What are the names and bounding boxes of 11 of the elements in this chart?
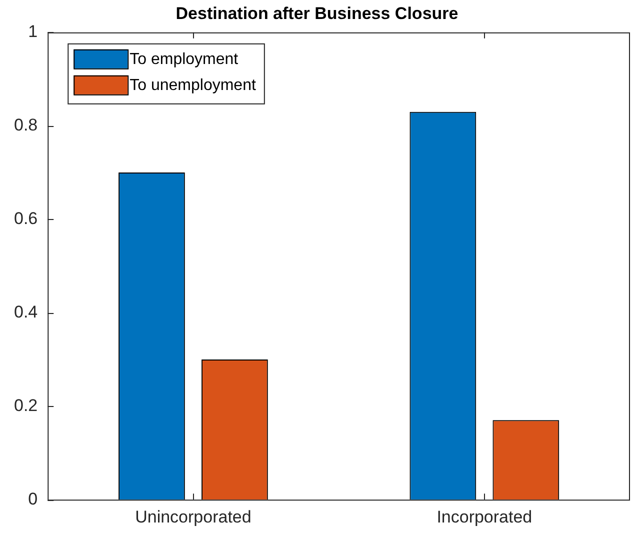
legend-label: To unemployment <box>130 76 256 94</box>
legend-label: To employment <box>130 50 239 68</box>
y-tick-label: 0.6 <box>14 208 38 228</box>
y-tick-label: 0.4 <box>14 302 38 322</box>
y-tick-label: 1 <box>28 22 38 42</box>
x-tick-label: Incorporated <box>436 507 532 526</box>
x-tick-label: Unincorporated <box>135 507 252 526</box>
chart-title: Destination after Business Closure <box>176 4 458 23</box>
y-tick-label: 0.8 <box>14 116 38 135</box>
y-tick-label: 0.2 <box>14 396 38 415</box>
y-tick-label: 0 <box>28 489 38 508</box>
